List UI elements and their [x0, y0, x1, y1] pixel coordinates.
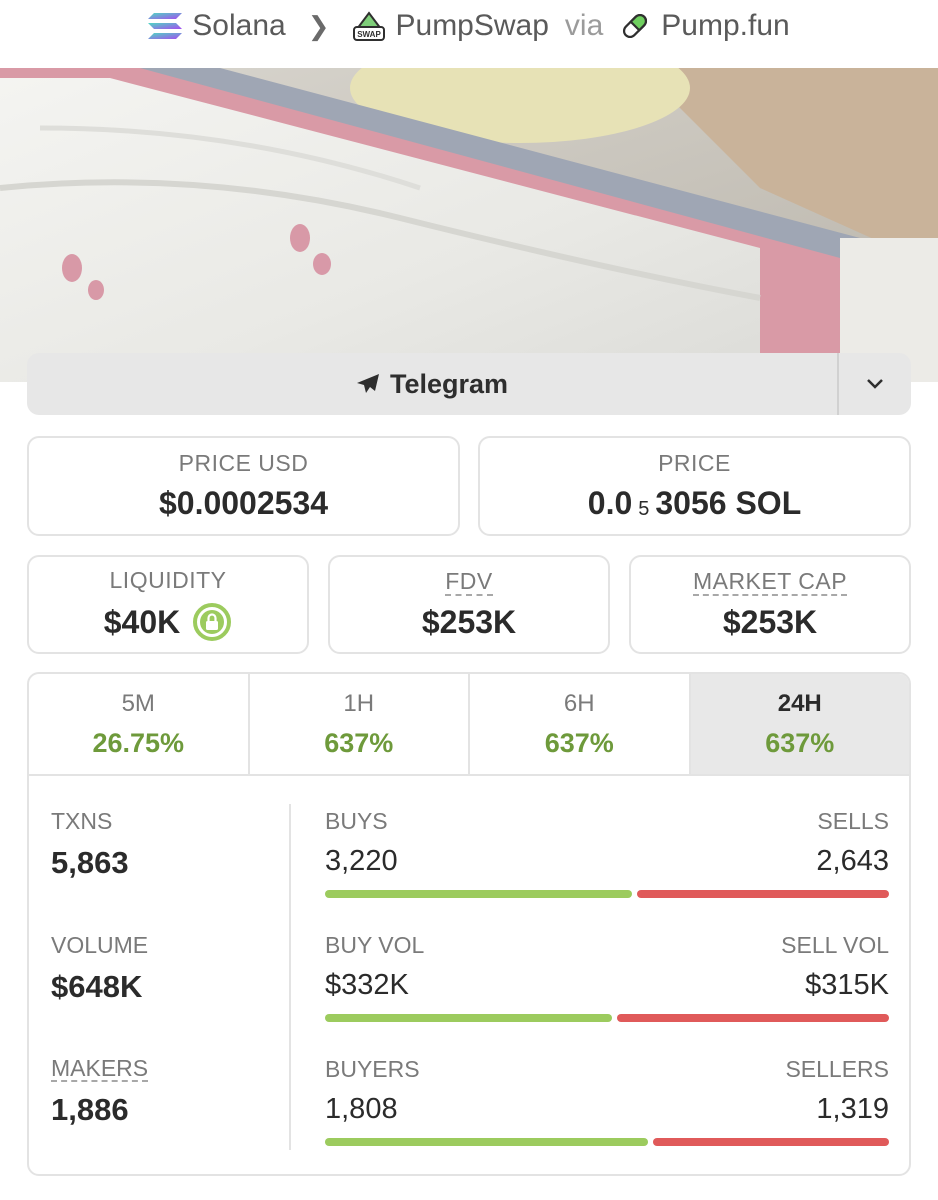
breadcrumb-chain-label: Solana [192, 9, 286, 42]
tab-label: 5M [121, 689, 155, 717]
sellers-bar-fill [653, 1138, 889, 1146]
market-cap-value: $253K [722, 604, 818, 640]
liquidity-label: LIQUIDITY [109, 567, 227, 593]
makers-label[interactable]: MAKERS [51, 1055, 149, 1082]
buyers-value: 1,808 [325, 1093, 398, 1125]
sell-vol-value: $315K [805, 969, 889, 1001]
buys-bar-fill [325, 890, 632, 898]
buy-vol-bar-fill [325, 1014, 612, 1022]
market-cap-label[interactable]: MARKET CAP [692, 568, 848, 596]
txns-label: TXNS [51, 808, 113, 834]
tab-label: 6H [563, 689, 595, 717]
price-usd-value: $0.0002534 [158, 485, 329, 521]
stats-divider [289, 804, 291, 1150]
buy-vol-label: BUY VOL [325, 932, 425, 958]
volume-value: $648K [51, 969, 143, 1004]
pumpswap-icon: SWAP [352, 11, 385, 41]
price-native-prefix: 0.0 [587, 485, 633, 521]
breadcrumb-via: via [564, 9, 604, 42]
tab-label: 24H [777, 689, 822, 717]
tab-5m[interactable]: 5M 26.75% [29, 674, 250, 774]
sells-value: 2,643 [816, 845, 889, 877]
price-native-label: PRICE [658, 450, 731, 476]
sell-vol-label: SELL VOL [781, 932, 889, 958]
telegram-button[interactable]: Telegram [27, 353, 837, 415]
makers-stat: MAKERS 1,886 [51, 1055, 149, 1128]
chevron-right-icon: ❯ [307, 10, 330, 41]
solana-icon [148, 13, 183, 39]
swap-badge-text: SWAP [357, 30, 381, 39]
price-native-zero-count: 5 [638, 498, 650, 520]
buys-sells-bar [325, 890, 889, 898]
txns-value: 5,863 [51, 845, 129, 880]
txns-stat: TXNS 5,863 [51, 808, 129, 881]
buys-label: BUYS [325, 808, 388, 834]
socials-dropdown-button[interactable] [837, 353, 911, 415]
buyers-sellers-row: BUYERS SELLERS 1,808 1,319 [325, 1056, 889, 1146]
volume-stat: VOLUME $648K [51, 932, 148, 1005]
market-cap-box: MARKET CAP $253K [629, 555, 911, 654]
sells-bar-fill [636, 890, 889, 898]
buy-sell-volume-bar [325, 1014, 889, 1022]
tab-change: 637% [544, 727, 614, 758]
tab-change: 637% [324, 727, 394, 758]
tab-24h[interactable]: 24H 637% [690, 674, 909, 774]
breadcrumb-chain[interactable]: Solana [148, 9, 286, 43]
tab-label: 1H [343, 689, 375, 717]
buys-value: 3,220 [325, 845, 398, 877]
fdv-box: FDV $253K [328, 555, 610, 654]
tab-change: 26.75% [92, 727, 185, 758]
volume-label: VOLUME [51, 932, 149, 958]
period-tabs: 5M 26.75% 1H 637% 6H 637% 24H 637% [29, 674, 909, 776]
sellers-label: SELLERS [785, 1056, 889, 1082]
liquidity-value-row: $40K [104, 602, 233, 642]
sell-vol-bar-fill [616, 1014, 889, 1022]
paper-plane-icon [356, 374, 379, 393]
period-stats: TXNS 5,863 VOLUME $648K MAKERS 1,886 BUY… [29, 776, 909, 1174]
price-native-digits: 3056 SOL [655, 485, 802, 521]
chevron-down-icon [867, 379, 883, 389]
fdv-label[interactable]: FDV [445, 568, 493, 596]
breadcrumb-launchpad[interactable]: Pump.fun [619, 9, 790, 43]
pill-icon [623, 13, 648, 39]
telegram-label: Telegram [389, 368, 509, 399]
price-native-value: 0.0 5 3056 SOL [588, 485, 801, 522]
liquidity-value: $40K [103, 603, 181, 640]
buy-vol-value: $332K [325, 969, 409, 1001]
lock-icon[interactable] [192, 602, 232, 642]
tab-change: 637% [765, 727, 835, 758]
breadcrumb: Solana ❯ SWAP PumpSwap via Pump.fun [0, 0, 938, 52]
breadcrumb-dex[interactable]: SWAP PumpSwap [352, 9, 549, 43]
price-usd-label: PRICE USD [178, 450, 309, 476]
token-banner-image [0, 68, 938, 382]
makers-value: 1,886 [51, 1092, 129, 1127]
breadcrumb-launchpad-label: Pump.fun [661, 9, 790, 42]
buyers-bar-fill [325, 1138, 649, 1146]
price-native-box: PRICE 0.0 5 3056 SOL [478, 436, 911, 536]
buyers-label: BUYERS [325, 1056, 420, 1082]
sellers-value: 1,319 [816, 1093, 889, 1125]
buy-sell-volume-row: BUY VOL SELL VOL $332K $315K [325, 932, 889, 1022]
buys-sells-row: BUYS SELLS 3,220 2,643 [325, 808, 889, 898]
breadcrumb-dex-label: PumpSwap [395, 9, 549, 42]
tab-1h[interactable]: 1H 637% [250, 674, 470, 774]
buyers-sellers-bar [325, 1138, 889, 1146]
fdv-value: $253K [421, 604, 517, 640]
tab-6h[interactable]: 6H 637% [470, 674, 691, 774]
liquidity-box: LIQUIDITY $40K [27, 555, 309, 654]
price-usd-box: PRICE USD $0.0002534 [27, 436, 460, 536]
sells-label: SELLS [817, 808, 889, 834]
stats-panel: 5M 26.75% 1H 637% 6H 637% 24H 637% TXNS … [27, 672, 911, 1176]
social-links-bar: Telegram [27, 353, 911, 415]
